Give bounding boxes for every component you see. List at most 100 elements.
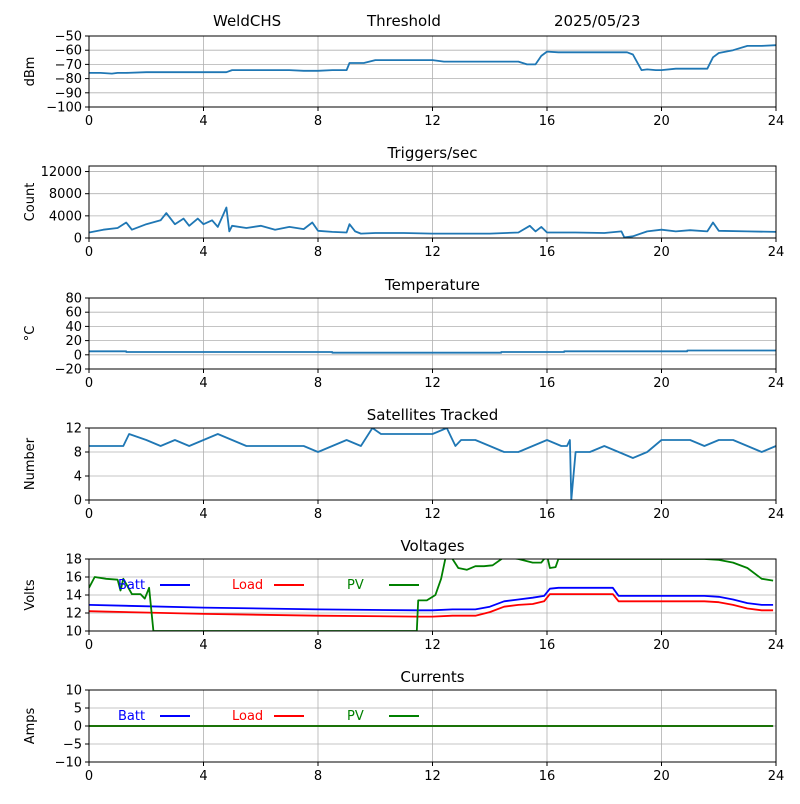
y-tick-label: 4 <box>74 470 82 485</box>
x-tick-label: 8 <box>314 507 322 522</box>
x-tick-label: 16 <box>539 769 556 784</box>
x-tick-label: 24 <box>768 114 785 129</box>
x-tick-label: 12 <box>424 769 441 784</box>
panel-title: Currents <box>400 668 464 686</box>
legend-label-load: Load <box>232 578 263 593</box>
chart-panel-3: 0 4 8 12 16 20 24 0 4 8 12 Satellites Tracked Number <box>23 406 784 522</box>
y-tick-label: 8000 <box>49 187 82 202</box>
series-line-0 <box>89 428 776 500</box>
legend-label-pv: PV <box>347 709 364 724</box>
chart-panel-0: 0 4 8 12 16 20 24 −100−90−80−70−60−50 dBm <box>23 30 784 130</box>
header-mode: Threshold <box>366 12 441 30</box>
y-tick-label: −5 <box>63 738 82 753</box>
x-tick-label: 8 <box>314 376 322 391</box>
series-line-0 <box>89 206 776 238</box>
series-line-batt <box>89 586 774 612</box>
panel-title: Temperature <box>384 276 480 294</box>
x-tick-label: 4 <box>199 245 207 260</box>
y-tick-label: 0 <box>74 494 82 509</box>
x-tick-label: 0 <box>85 507 93 522</box>
x-tick-label: 12 <box>424 376 441 391</box>
x-tick-label: 12 <box>424 245 441 260</box>
x-tick-label: 20 <box>653 245 670 260</box>
x-tick-label: 12 <box>424 638 441 653</box>
x-tick-label: 24 <box>768 638 785 653</box>
chart-panel-4: 0 4 8 12 16 20 24 10 12 14 16 18 Voltages Volts Batt Lo… <box>23 537 784 653</box>
x-tick-label: 0 <box>85 769 93 784</box>
y-tick-label: 0 <box>74 720 82 735</box>
x-tick-label: 20 <box>653 638 670 653</box>
y-axis-label: Number <box>23 437 38 490</box>
x-tick-label: 20 <box>653 376 670 391</box>
y-tick-label: 12 <box>65 607 82 622</box>
y-tick-label: 8 <box>74 446 82 461</box>
x-tick-label: 0 <box>85 376 93 391</box>
y-tick-label: −100 <box>46 101 82 116</box>
x-tick-label: 4 <box>199 769 207 784</box>
x-tick-label: 16 <box>539 114 556 129</box>
legend-label-pv: PV <box>347 578 364 593</box>
y-tick-label: 18 <box>65 553 82 568</box>
x-tick-label: 4 <box>199 507 207 522</box>
series-line-load <box>89 593 774 618</box>
x-tick-label: 16 <box>539 507 556 522</box>
series-line-pv <box>89 559 774 631</box>
chart-panel-5: 0 4 8 12 16 20 24 −10 −5 0 5 10 Currents Amps Batt Load… <box>23 668 784 784</box>
header-date: 2025/05/23 <box>554 12 640 30</box>
x-tick-label: 8 <box>314 245 322 260</box>
y-tick-label: 10 <box>65 625 82 640</box>
x-tick-label: 24 <box>768 245 785 260</box>
y-axis-label: Volts <box>23 579 38 611</box>
x-tick-label: 24 <box>768 376 785 391</box>
panel-title: Triggers/sec <box>387 144 478 162</box>
chart-panel-1: 0 4 8 12 16 20 24 0 4000 8000 12000 Triggers/sec Cou… <box>23 144 784 260</box>
y-tick-label: 12000 <box>41 165 82 180</box>
x-tick-label: 12 <box>424 114 441 129</box>
x-tick-label: 20 <box>653 507 670 522</box>
x-tick-label: 8 <box>314 114 322 129</box>
x-tick-label: 24 <box>768 507 785 522</box>
y-axis-label: Amps <box>23 707 38 744</box>
x-tick-label: 8 <box>314 769 322 784</box>
x-tick-label: 0 <box>85 638 93 653</box>
header-station: WeldCHS <box>213 12 281 30</box>
x-tick-label: 16 <box>539 638 556 653</box>
y-tick-label: 80 <box>65 292 82 307</box>
y-tick-label: −60 <box>55 44 82 59</box>
y-tick-label: −10 <box>55 756 82 771</box>
series-line-0 <box>89 44 776 75</box>
panel-title: Satellites Tracked <box>367 406 498 424</box>
y-tick-label: 5 <box>74 702 82 717</box>
x-tick-label: 12 <box>424 507 441 522</box>
y-tick-label: 14 <box>65 589 82 604</box>
y-tick-label: 10 <box>65 684 82 699</box>
legend-label-batt: Batt <box>118 578 145 593</box>
legend-label-batt: Batt <box>118 709 145 724</box>
legend-label-load: Load <box>232 709 263 724</box>
y-tick-label: 12 <box>65 422 82 437</box>
y-tick-label: 40 <box>65 320 82 335</box>
y-tick-label: −70 <box>55 58 82 73</box>
y-tick-label: 20 <box>65 334 82 349</box>
y-tick-label: −20 <box>55 363 82 378</box>
panel-title: Voltages <box>400 537 464 555</box>
y-tick-label: −50 <box>55 30 82 45</box>
y-tick-label: −80 <box>55 72 82 87</box>
x-tick-label: 8 <box>314 638 322 653</box>
x-tick-label: 20 <box>653 114 670 129</box>
y-tick-label: 0 <box>74 232 82 247</box>
y-tick-label: 0 <box>74 348 82 363</box>
y-axis-label: °C <box>23 326 38 342</box>
x-tick-label: 16 <box>539 376 556 391</box>
x-tick-label: 0 <box>85 245 93 260</box>
x-tick-label: 4 <box>199 376 207 391</box>
x-tick-label: 20 <box>653 769 670 784</box>
x-tick-label: 0 <box>85 114 93 129</box>
y-axis-label: dBm <box>23 57 38 87</box>
x-tick-label: 4 <box>199 114 207 129</box>
y-axis-label: Count <box>23 183 38 222</box>
series-line-0 <box>89 349 776 354</box>
x-tick-label: 16 <box>539 245 556 260</box>
